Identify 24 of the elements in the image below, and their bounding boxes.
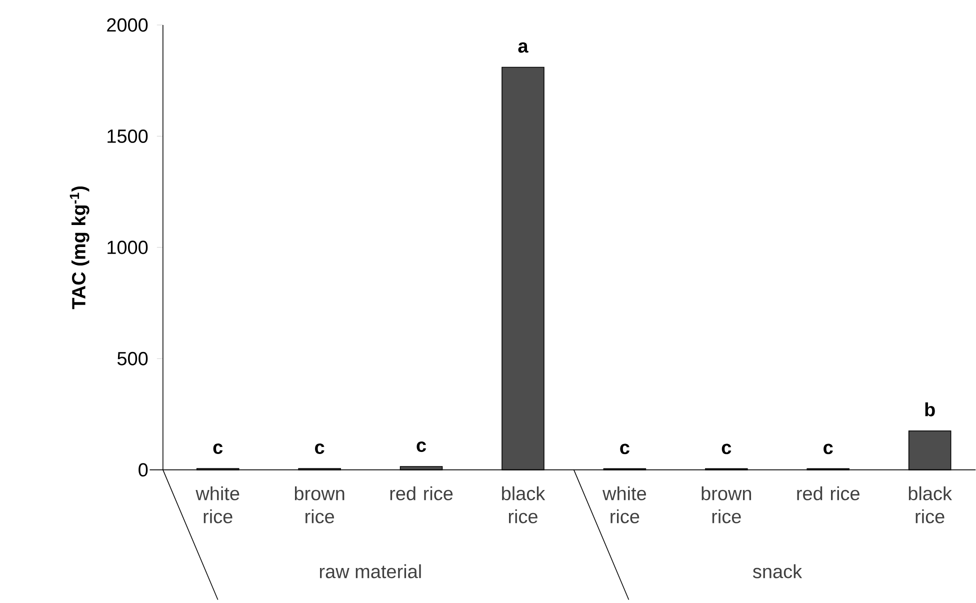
x-tick-label: brown rice xyxy=(702,486,752,524)
x-tick-label: black rice xyxy=(502,486,546,524)
x-tick-label: white rice xyxy=(196,486,240,524)
y-tick-label: 0 xyxy=(138,463,148,477)
x-tick-label: red rice xyxy=(390,486,453,500)
x-tick-label: brown rice xyxy=(294,486,344,524)
y-axis-title: TAC (mg kg$^{-1}$) xyxy=(70,186,90,310)
y-tick-label: 2000 xyxy=(107,18,148,32)
data-label: c xyxy=(315,444,324,454)
data-label: a xyxy=(518,42,528,53)
data-label: c xyxy=(722,444,732,454)
data-label: c xyxy=(213,444,223,454)
data-label: b xyxy=(925,402,935,416)
text: snack xyxy=(752,564,802,578)
x-tick-label: black rice xyxy=(908,486,952,524)
y-tick-label: 1000 xyxy=(108,240,148,254)
y-tick-label: 1500 xyxy=(108,130,148,144)
data-label: c xyxy=(824,444,833,454)
text: raw material xyxy=(320,564,421,578)
x-tick-label: red rice xyxy=(797,486,860,500)
x-tick-label: white rice xyxy=(602,486,646,524)
data-label: c xyxy=(620,444,630,454)
data-label: c xyxy=(416,442,426,452)
y-tick-label: 500 xyxy=(117,352,148,366)
